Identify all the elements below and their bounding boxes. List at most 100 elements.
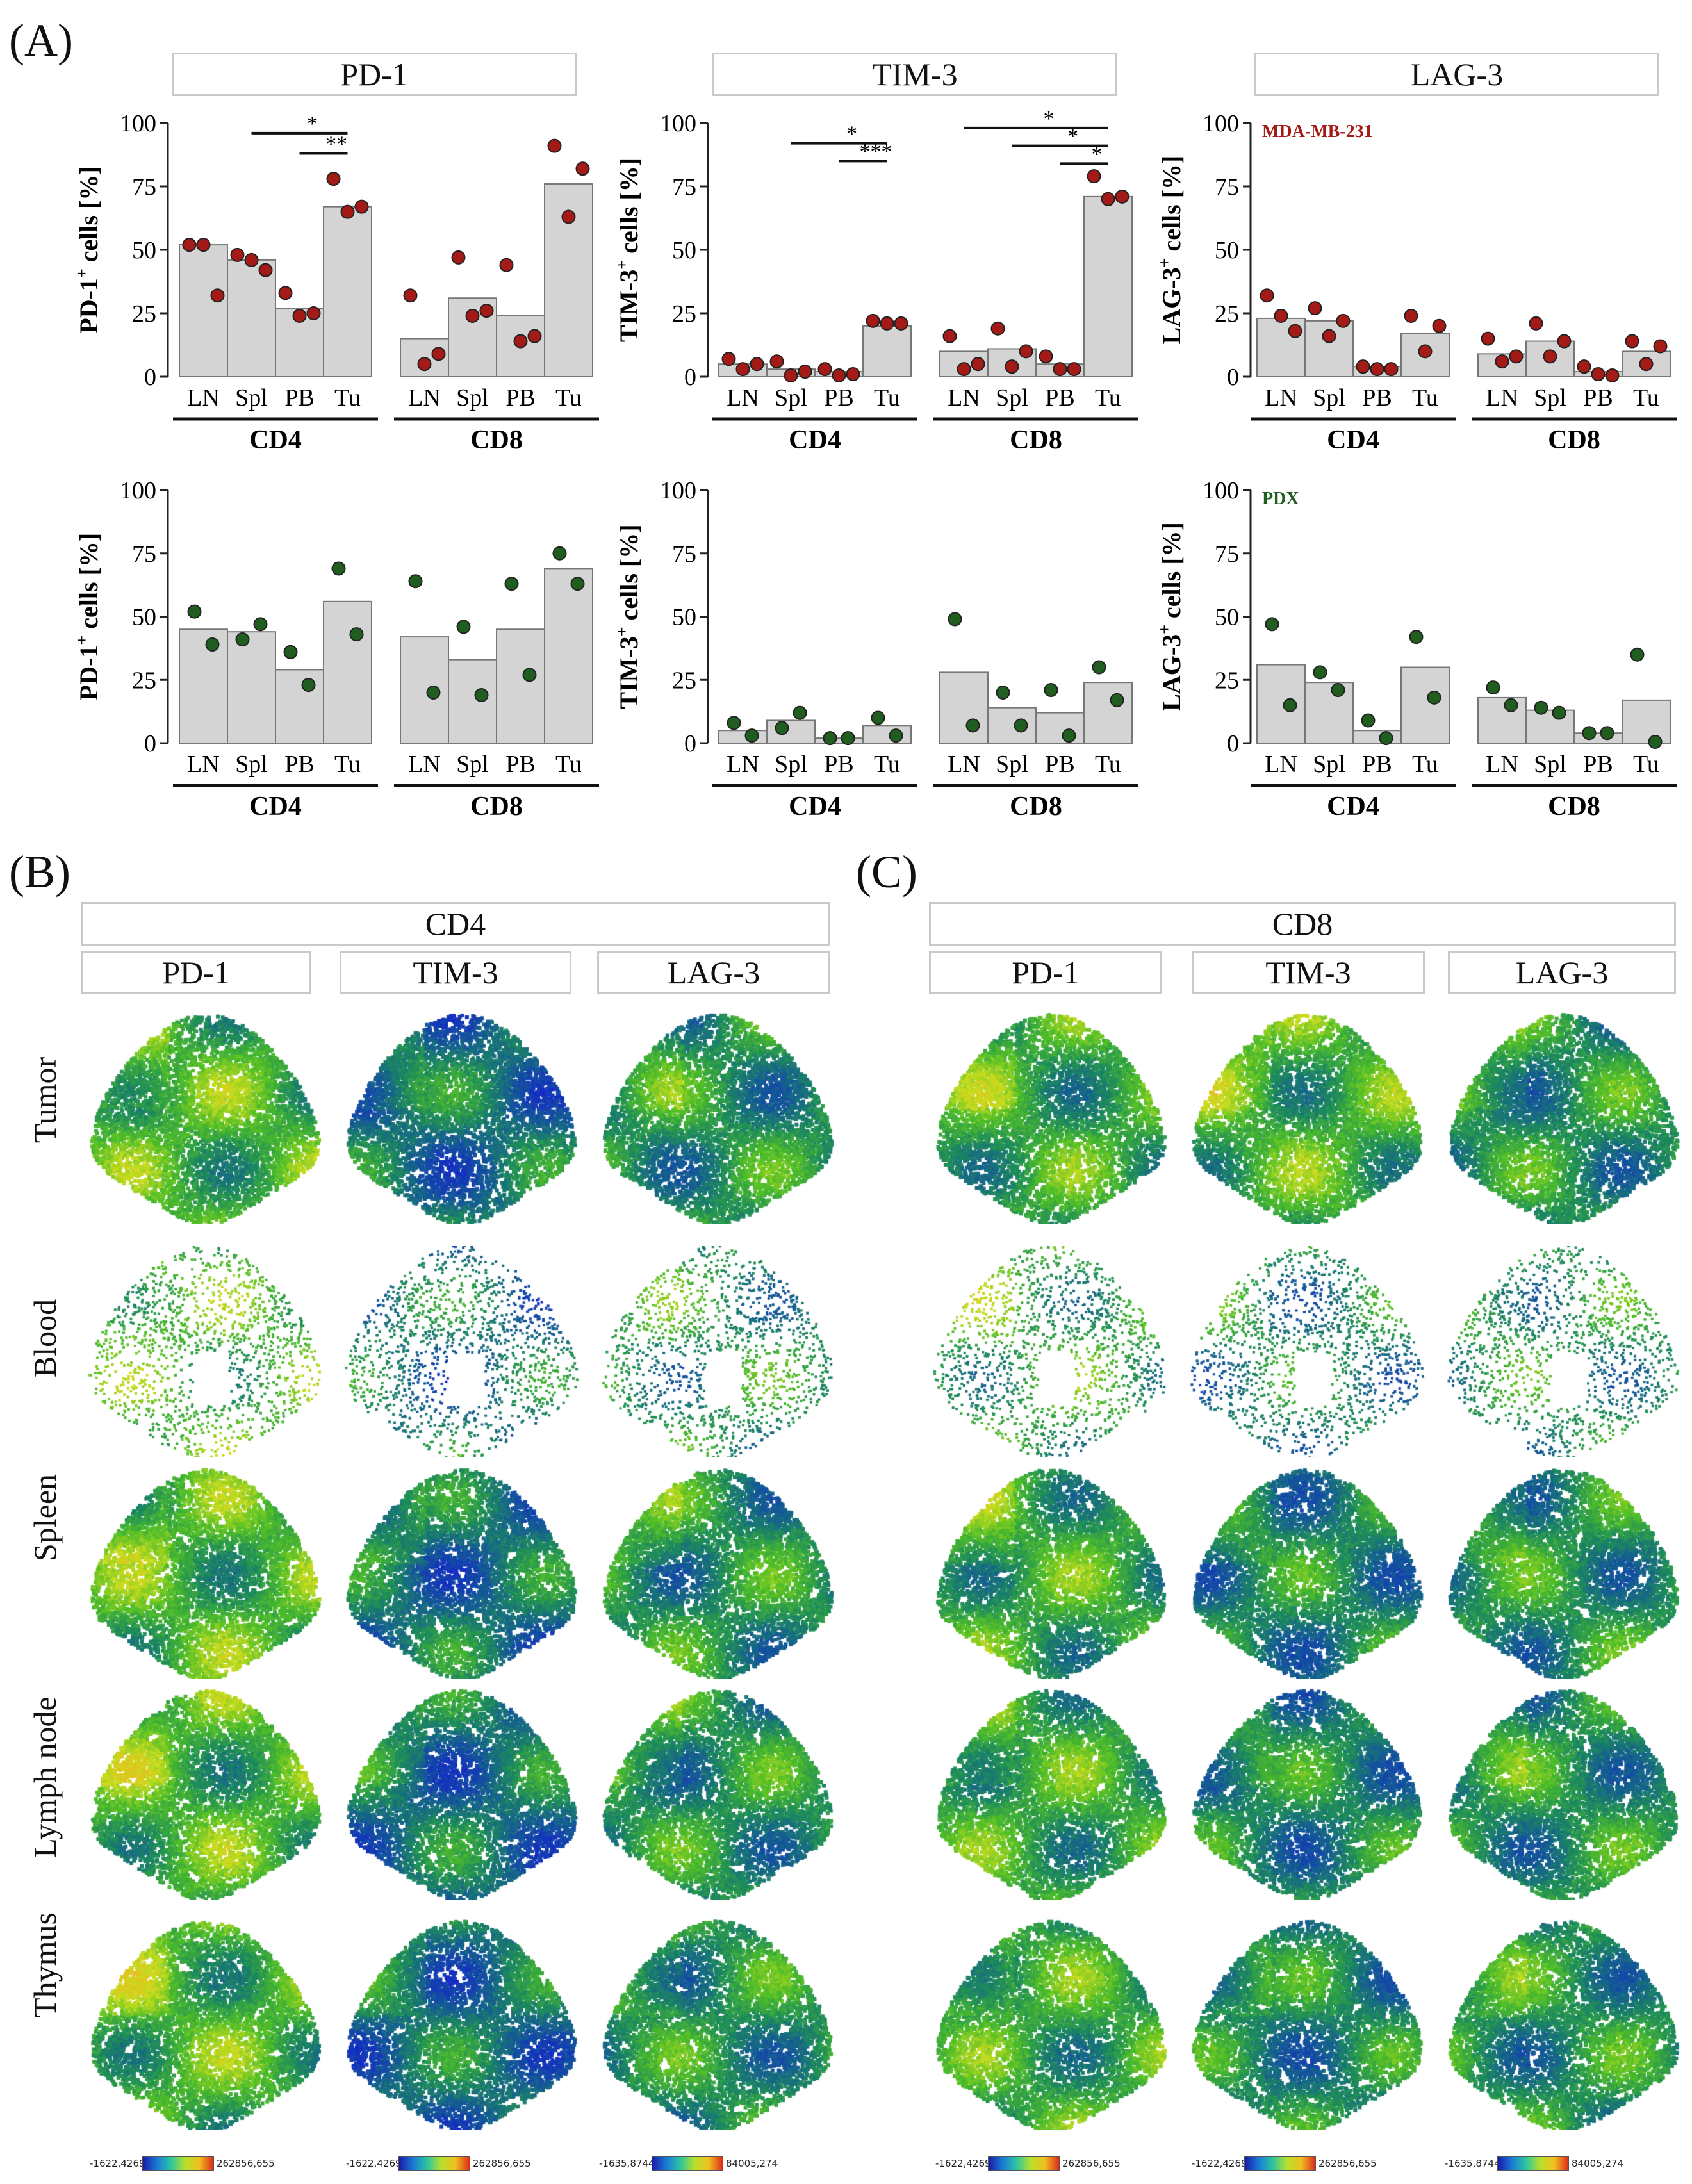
data-point-lag3_mda-6-1 — [1591, 367, 1606, 382]
y-tick-label-lag3_mda-75: 75 — [1215, 174, 1239, 201]
tsne-map-thymus-cd4-tim3 — [338, 1919, 582, 2130]
tsne-map-lymph-node-cd8-tim3 — [1184, 1688, 1427, 1900]
data-point-pd1_mda-5-2 — [479, 304, 494, 318]
data-point-tim3_pdx-1-0 — [775, 721, 789, 735]
y-axis-label-tail: cells [%] — [74, 166, 103, 268]
data-point-lag3_mda-5-0 — [1529, 316, 1543, 331]
data-point-tim3_mda-7-2 — [1115, 189, 1129, 204]
data-point-lag3_pdx-3-0 — [1409, 630, 1424, 645]
y-axis-label-sup: + — [1155, 258, 1174, 268]
data-point-lag3_pdx-5-1 — [1552, 705, 1566, 720]
data-point-pd1_mda-7-1 — [561, 209, 576, 224]
data-point-tim3_mda-0-2 — [750, 357, 764, 372]
data-point-lag3_pdx-1-0 — [1313, 665, 1327, 680]
y-axis-label-tail: cells [%] — [614, 524, 643, 627]
tsne-map-spleen-cd4-tim3 — [338, 1467, 582, 1679]
data-point-lag3_mda-4-1 — [1495, 354, 1509, 369]
data-point-pd1_pdx-7-1 — [570, 577, 585, 591]
tsne-map-lymph-node-cd8-pd1 — [928, 1688, 1171, 1900]
y-tick-label-tim3_mda-75: 75 — [672, 174, 696, 201]
x-tick-label-tim3_pdx-2: PB — [824, 751, 853, 778]
cd4-header: CD4 — [81, 902, 830, 946]
group-label-tim3_pdx-1: CD8 — [1010, 792, 1062, 821]
tsne-map-spleen-cd4-lag3 — [595, 1467, 838, 1679]
b-col-header-pd1: PD-1 — [81, 951, 311, 994]
chart-tim3_mda: 0 25 50 75 100 TIM-3+ cells [%] LN Spl PB Tu LN Spl… — [612, 107, 1138, 455]
chart-lag3_pdx: 0 25 50 75 100 LAG-3+ cells [%] LN Spl PB Tu LN Spl… — [1155, 477, 1677, 821]
y-axis-label-sup: + — [72, 636, 91, 645]
y-axis-label-tim3_pdx: TIM-3+ cells [%] — [612, 524, 643, 709]
x-tick-label-tim3_mda-0: LN — [727, 384, 759, 411]
data-point-lag3_mda-5-2 — [1557, 334, 1572, 349]
x-tick-label-tim3_mda-7: Tu — [1095, 384, 1121, 411]
x-tick-label-tim3_pdx-6: PB — [1045, 751, 1074, 778]
x-tick-label-pd1_mda-6: PB — [505, 384, 535, 411]
y-axis-label-main: LAG-3 — [1157, 267, 1186, 344]
colorbar-max-label: 262856,655 — [217, 2158, 275, 2169]
tsne-map-lymph-node-cd4-pd1 — [82, 1688, 325, 1900]
data-point-lag3_mda-3-1 — [1418, 344, 1433, 359]
data-point-lag3_pdx-4-1 — [1504, 698, 1518, 712]
group-label-pd1_mda-0: CD4 — [249, 425, 302, 455]
c-col-header-pd1: PD-1 — [929, 951, 1162, 994]
x-tick-label-pd1_mda-4: LN — [408, 384, 441, 411]
cd8-header: CD8 — [929, 902, 1676, 946]
x-tick-label-lag3_pdx-2: PB — [1362, 751, 1392, 778]
colorbar-gradient — [652, 2156, 723, 2171]
x-tick-label-pd1_pdx-5: Spl — [456, 751, 489, 778]
data-point-lag3_pdx-3-1 — [1427, 690, 1441, 705]
data-point-tim3_pdx-3-0 — [871, 710, 885, 725]
tsne-map-lymph-node-cd4-tim3 — [338, 1688, 582, 1900]
y-tick-label-tim3_pdx-75: 75 — [672, 541, 696, 568]
x-tick-label-pd1_pdx-0: LN — [187, 751, 220, 778]
x-tick-label-tim3_pdx-5: Spl — [996, 751, 1028, 778]
c-col-header-tim3: TIM-3 — [1192, 951, 1425, 994]
y-tick-label-tim3_mda-50: 50 — [672, 237, 696, 264]
data-point-pd1_mda-6-2 — [527, 329, 542, 343]
bar-tim3_pdx-5 — [987, 707, 1037, 744]
b-col-header-tim3: TIM-3 — [340, 951, 571, 994]
data-point-tim3_pdx-0-1 — [744, 728, 759, 743]
x-tick-label-pd1_mda-3: Tu — [334, 384, 361, 411]
data-point-tim3_pdx-1-1 — [793, 705, 807, 720]
y-axis-label-lag3_mda: LAG-3+ cells [%] — [1155, 156, 1186, 345]
tsne-map-lymph-node-cd8-lag3 — [1440, 1688, 1684, 1900]
y-tick-label-tim3_pdx-25: 25 — [672, 667, 696, 694]
data-point-lag3_pdx-7-0 — [1630, 647, 1645, 662]
y-tick-label-pd1_pdx-75: 75 — [132, 541, 156, 568]
data-point-tim3_pdx-5-1 — [1014, 718, 1028, 733]
data-point-tim3_pdx-0-0 — [727, 716, 741, 730]
bar-tim3_pdx-1 — [766, 719, 816, 744]
bar-tim3_pdx-7 — [1083, 682, 1133, 744]
x-tick-label-lag3_pdx-6: PB — [1583, 751, 1613, 778]
colorbar-max-label: 84005,274 — [726, 2158, 778, 2169]
panel-label-c: (C) — [856, 846, 917, 898]
colorbar-gradient — [988, 2156, 1060, 2171]
y-tick-label-tim3_pdx-0: 0 — [684, 730, 696, 757]
data-point-tim3_pdx-2-1 — [841, 731, 855, 746]
data-point-lag3_mda-1-1 — [1322, 329, 1336, 343]
group-label-lag3_pdx-1: CD8 — [1548, 792, 1600, 821]
bar-tim3_pdx-6 — [1035, 712, 1085, 744]
data-point-pd1_pdx-4-1 — [426, 686, 441, 700]
data-point-lag3_pdx-6-1 — [1600, 726, 1614, 741]
colorbar-max-label: 262856,655 — [473, 2158, 531, 2169]
chart-tim3_pdx: 0 25 50 75 100 TIM-3+ cells [%] LN Spl PB Tu LN Spl… — [612, 477, 1138, 821]
data-point-lag3_mda-3-2 — [1432, 318, 1447, 333]
tsne-map-tumor-cd4-lag3 — [595, 1012, 838, 1224]
group-label-lag3_mda-0: CD4 — [1327, 425, 1379, 455]
data-point-lag3_mda-2-0 — [1356, 359, 1370, 374]
data-point-lag3_pdx-4-0 — [1486, 680, 1500, 695]
y-tick-label-lag3_pdx-0: 0 — [1227, 730, 1239, 757]
data-point-pd1_pdx-5-1 — [474, 687, 489, 702]
y-tick-label-pd1_pdx-0: 0 — [144, 730, 156, 757]
data-point-lag3_mda-2-2 — [1384, 362, 1399, 377]
bar-tim3_pdx-3 — [862, 725, 912, 744]
y-tick-label-lag3_mda-0: 0 — [1227, 364, 1239, 391]
data-point-pd1_mda-3-0 — [326, 172, 341, 186]
data-point-tim3_mda-6-0 — [1039, 349, 1053, 364]
x-tick-label-pd1_pdx-1: Spl — [235, 751, 268, 778]
tsne-map-thymus-cd4-pd1 — [82, 1919, 325, 2130]
data-point-pd1_mda-1-1 — [244, 252, 259, 267]
colorbar-gradient — [1244, 2156, 1316, 2171]
